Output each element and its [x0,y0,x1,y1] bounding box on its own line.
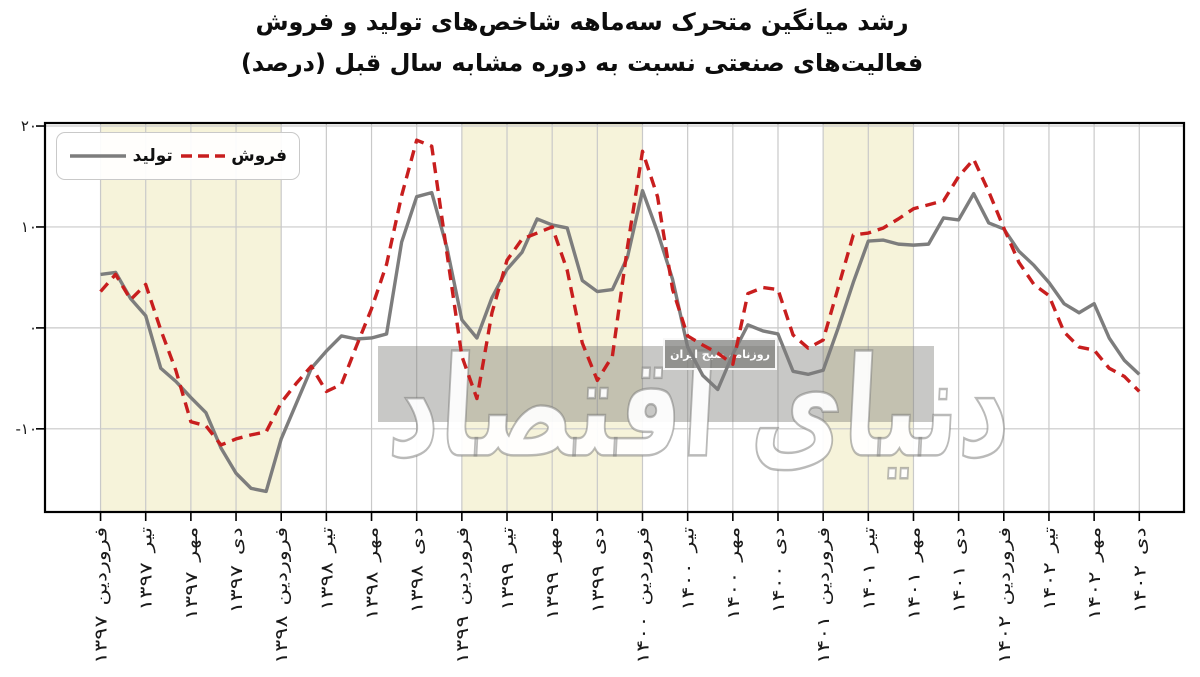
x-tick-label: فروردین ۱۴۰۱ [814,526,835,664]
legend-label-sales: فروش [231,146,287,166]
x-tick-label: فروردین ۱۳۹۷ [91,526,112,664]
x-tick-label: فروردین ۱۳۹۹ [452,526,473,664]
watermark-logo-text: دنیای اقتصاد [384,326,1016,490]
x-tick-label: دی ۱۳۹۷ [227,527,247,614]
x-tick-label: مهر ۱۴۰۲ [1085,526,1106,621]
chart-title-line-1: رشد میانگین متحرک سه‌ماهه شاخص‌های تولید… [255,8,909,36]
sales-line-sample [181,154,226,158]
x-tick-label: تیر ۱۳۹۷ [136,526,157,611]
legend: تولید فروش [56,132,300,180]
x-tick-label: تیر ۱۳۹۸ [317,526,338,611]
legend-label-production: تولید [132,146,173,166]
highlight-band [100,123,282,512]
y-tick-label: ۰ [28,318,37,337]
x-tick-label: فروردین ۱۴۰۲ [994,526,1015,664]
x-tick-label: مهر ۱۳۹۷ [181,526,202,621]
chart-title-line-2: فعالیت‌های صنعتی نسبت به دوره مشابه سال … [240,49,924,77]
x-tick-label: تیر ۱۴۰۲ [1040,526,1060,611]
y-tick-label: ۱۰ [20,217,37,236]
production-line-sample [70,154,126,158]
chart-title: رشد میانگین متحرک سه‌ماهه شاخص‌های تولید… [0,2,1164,84]
y-tick-label: ۲۰ [20,117,37,136]
x-tick-label: فروردین ۱۳۹۸ [272,526,293,664]
watermark-tagline-box: روزنامه صبح ایران [663,338,777,370]
x-tick-label: دی ۱۴۰۲ [1130,527,1151,614]
x-tick-label: فروردین ۱۴۰۰ [633,526,654,664]
y-tick-label: -۱۰ [15,419,37,438]
